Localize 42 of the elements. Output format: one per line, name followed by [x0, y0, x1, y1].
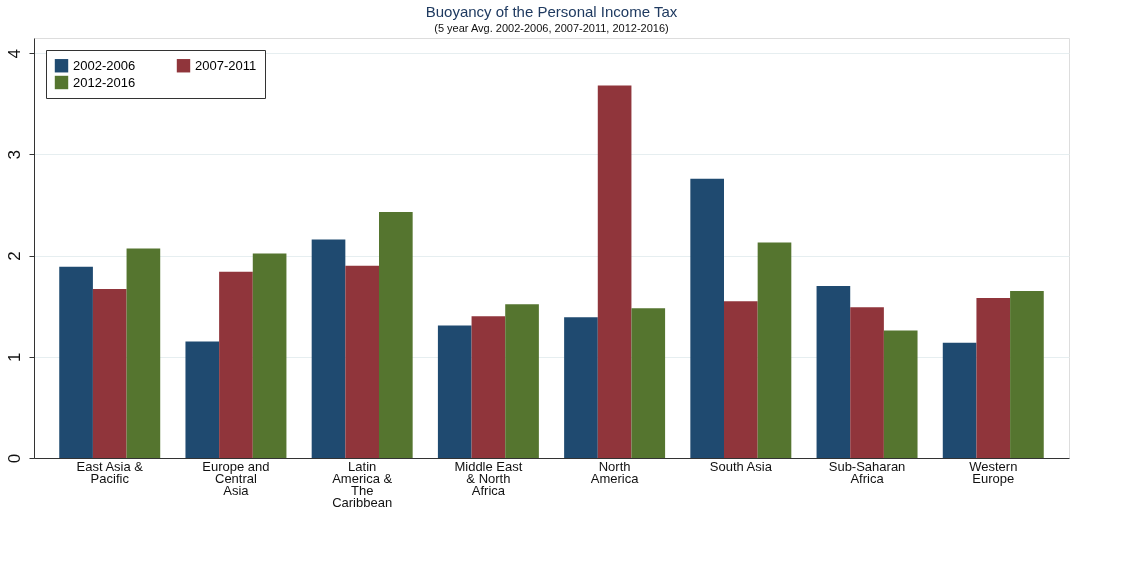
x-tick-label: Latin America & The Caribbean: [332, 458, 393, 510]
bar: [437, 325, 472, 458]
bar: [976, 298, 1011, 458]
x-tick-label: South Asia: [709, 458, 773, 474]
y-tick-label: 3: [4, 150, 24, 160]
bar: [345, 265, 379, 458]
bar: [942, 342, 977, 458]
legend-label: 2002-2006: [73, 57, 136, 73]
bar: [92, 288, 127, 458]
bar: [850, 307, 884, 458]
bar: [757, 242, 792, 458]
y-tick-label: 2: [4, 251, 24, 261]
bar: [379, 212, 413, 458]
bar: [724, 301, 758, 458]
bar: [631, 308, 666, 458]
bar: [564, 317, 598, 458]
x-tick-label: Western Europe: [969, 458, 1018, 486]
x-tick-label: North America: [590, 458, 640, 486]
x-tick-label: Sub-Saharan Africa: [828, 458, 906, 486]
bar: [252, 253, 287, 458]
bar: [690, 178, 724, 458]
legend-label: 2012-2016: [73, 74, 136, 90]
bar: [505, 304, 539, 458]
chart-subtitle: (5 year Avg. 2002-2006, 2007-2011, 2012-2016): [434, 22, 669, 34]
x-tick-label: Europe and Central Asia: [202, 458, 270, 498]
y-tick-label: 4: [4, 48, 24, 59]
bar: [883, 330, 918, 458]
bar: [471, 316, 506, 458]
legend-label: 2007-2011: [195, 57, 257, 73]
bar: [185, 341, 220, 458]
bar: [311, 239, 346, 458]
bar: [816, 285, 851, 458]
bar: [219, 271, 253, 458]
bar: [597, 85, 632, 458]
y-tick-label: 0: [4, 453, 24, 464]
chart-title: Buoyancy of the Personal Income Tax: [425, 3, 678, 20]
bar: [59, 266, 93, 458]
y-tick-label: 1: [4, 352, 24, 363]
bar: [126, 248, 161, 458]
x-tick-label: Middle East & North Africa: [454, 458, 523, 498]
bar: [1010, 291, 1044, 458]
x-tick-label: East Asia & Pacific: [76, 458, 144, 486]
